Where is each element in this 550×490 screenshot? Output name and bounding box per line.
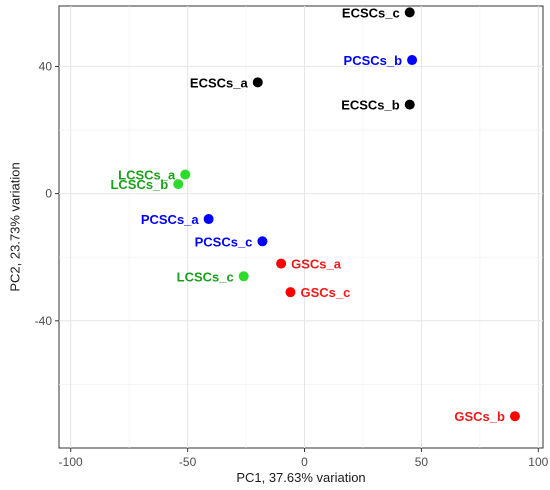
data-point bbox=[509, 411, 520, 422]
point-label: LCSCs_a bbox=[118, 168, 176, 183]
tick-labels: -100 -50 0 50 100 40 0 -40 bbox=[35, 59, 549, 469]
point-label: GSCs_a bbox=[291, 257, 342, 272]
point-label: LCSCs_c bbox=[177, 269, 234, 284]
point-label: PCSCs_c bbox=[195, 234, 253, 249]
point-label: GSCs_c bbox=[300, 285, 350, 300]
plot-panel bbox=[58, 5, 544, 449]
data-point bbox=[404, 7, 415, 18]
point-label: ECSCs_b bbox=[341, 98, 400, 113]
axis-ticks bbox=[55, 65, 539, 452]
point-labels: ECSCs_cPCSCs_bECSCs_aECSCs_bLCSCs_aLCSCs… bbox=[110, 5, 505, 424]
x-axis-title: PC1, 37.63% variation bbox=[236, 470, 365, 485]
data-point bbox=[252, 77, 263, 88]
x-tick-label: -50 bbox=[179, 455, 197, 469]
data-point bbox=[173, 179, 184, 190]
data-point bbox=[238, 271, 249, 282]
point-label: ECSCs_c bbox=[342, 5, 400, 20]
data-point bbox=[285, 287, 296, 298]
y-tick-label: -40 bbox=[35, 314, 53, 328]
x-tick-label: 0 bbox=[301, 455, 308, 469]
data-point bbox=[257, 236, 268, 247]
point-label: PCSCs_b bbox=[344, 53, 403, 68]
y-axis-title: PC2, 23.73% variation bbox=[7, 162, 22, 291]
point-label: PCSCs_a bbox=[141, 212, 200, 227]
x-tick-label: 50 bbox=[415, 455, 429, 469]
data-point bbox=[404, 99, 415, 110]
x-tick-label: 100 bbox=[528, 455, 548, 469]
y-tick-label: 0 bbox=[45, 187, 52, 201]
grid-major bbox=[59, 6, 543, 448]
point-label: LCSCs_b bbox=[110, 177, 168, 192]
data-point bbox=[180, 169, 191, 180]
point-label: ECSCs_a bbox=[190, 75, 249, 90]
data-point bbox=[276, 258, 287, 269]
grid-minor bbox=[59, 6, 543, 448]
data-point bbox=[203, 214, 214, 225]
data-point bbox=[407, 55, 418, 66]
x-tick-label: -100 bbox=[59, 455, 83, 469]
y-tick-label: 40 bbox=[39, 59, 53, 73]
point-label: GSCs_b bbox=[454, 409, 505, 424]
data-points bbox=[173, 7, 520, 422]
